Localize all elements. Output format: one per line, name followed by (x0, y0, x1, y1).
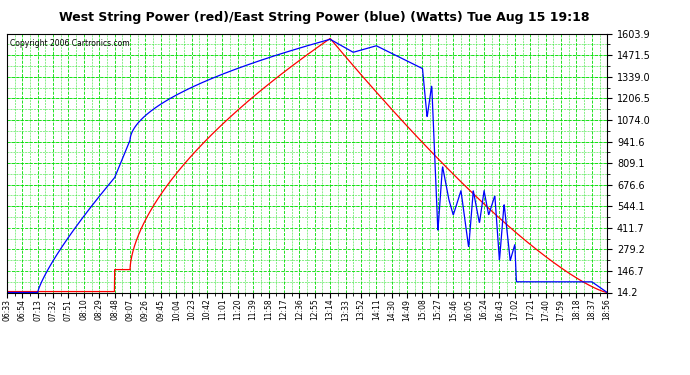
Text: West String Power (red)/East String Power (blue) (Watts) Tue Aug 15 19:18: West String Power (red)/East String Powe… (59, 11, 589, 24)
Text: Copyright 2006 Cartronics.com: Copyright 2006 Cartronics.com (10, 39, 130, 48)
